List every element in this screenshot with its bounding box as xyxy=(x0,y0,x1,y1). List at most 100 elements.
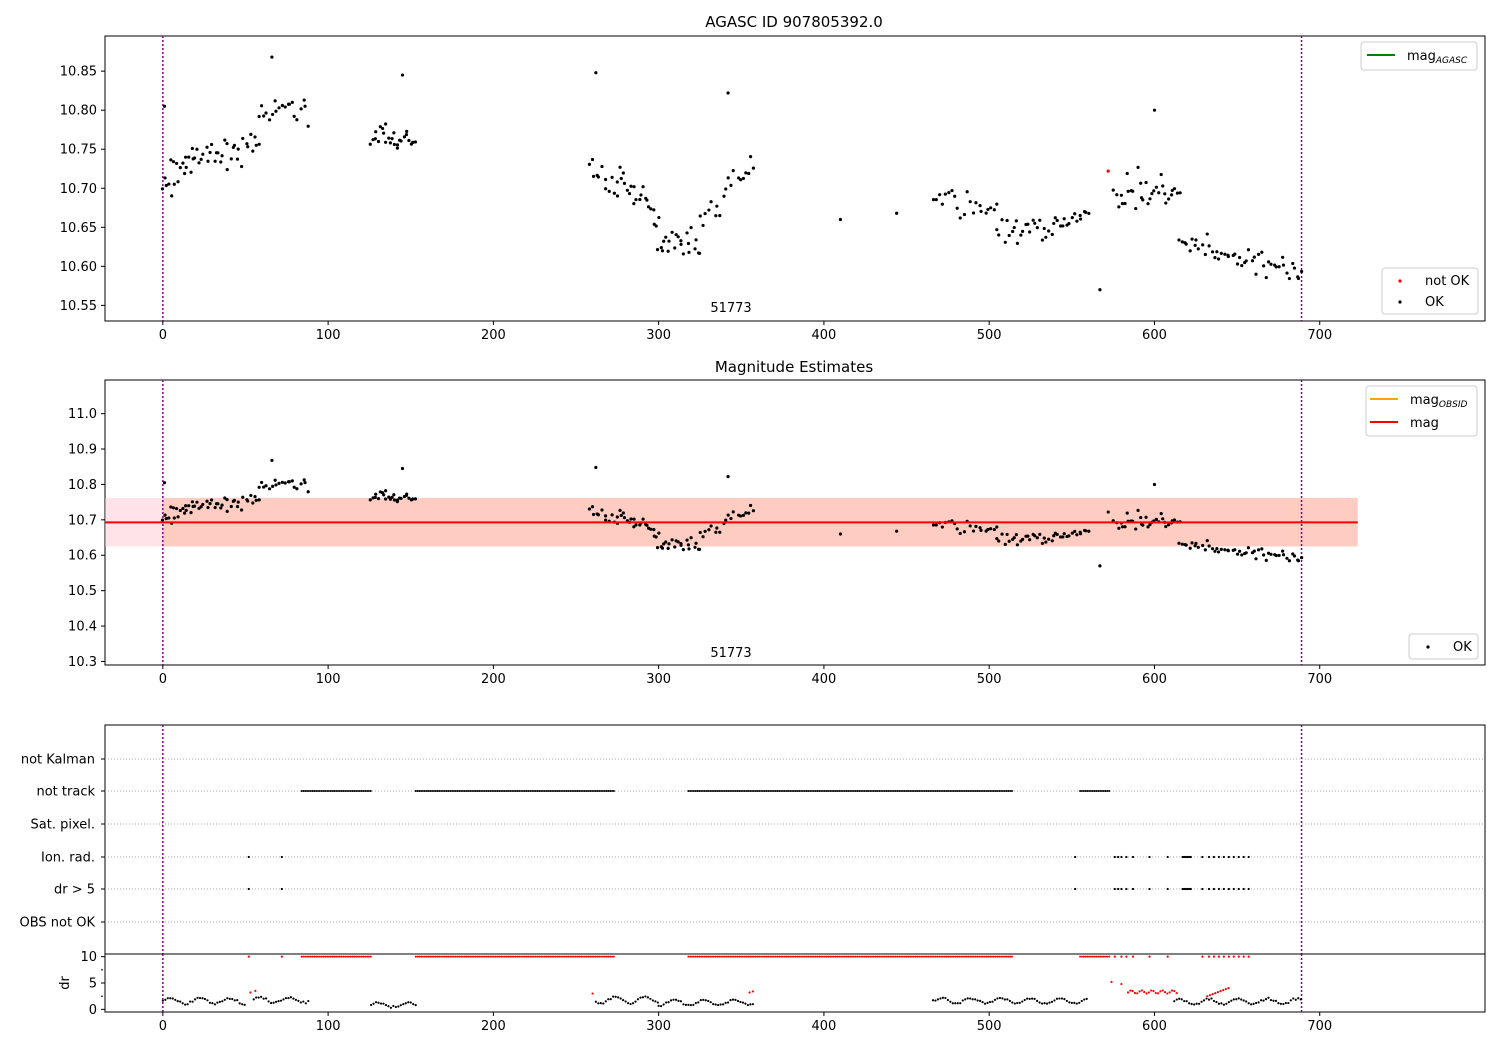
p4-dr-point xyxy=(704,999,707,1002)
p4-dr-capped xyxy=(992,955,995,958)
p4-dr-point xyxy=(272,1001,275,1004)
p4-dr-capped xyxy=(831,955,834,958)
p1-point-ok xyxy=(838,217,843,222)
p4-dr-point xyxy=(946,998,949,1002)
p1-point-ok xyxy=(687,250,691,254)
p4-dr-capped xyxy=(834,955,837,958)
p4-dr-point xyxy=(1063,998,1066,1001)
p3-flag-not-track xyxy=(996,790,999,792)
p4-dr-capped xyxy=(714,955,717,958)
p1-point-ok xyxy=(1163,192,1167,196)
p3-flag-not-track xyxy=(534,790,537,792)
p2-point-ok xyxy=(1144,515,1148,519)
p1-point-ok xyxy=(726,91,730,95)
p1-point-ok xyxy=(236,147,240,151)
p3-flag-not-track xyxy=(949,790,952,792)
p4-dr-point xyxy=(287,996,290,1000)
p3-flag-not-track xyxy=(322,790,325,792)
p1-point-ok xyxy=(709,200,713,204)
p3-flag-not-track xyxy=(892,790,895,792)
p3-flag-not-track xyxy=(883,790,886,792)
p2-point-ok xyxy=(260,480,264,485)
p4-dr-point-not-ok xyxy=(1156,992,1160,995)
p1-point-ok xyxy=(388,141,392,145)
p1-point-ok xyxy=(229,157,233,161)
p4-dr-capped xyxy=(421,955,424,958)
p3-flag-not-track xyxy=(783,790,786,792)
p4-dr-capped xyxy=(469,955,472,958)
p1-point-ok xyxy=(306,124,310,128)
p2-point-ok xyxy=(299,482,303,486)
p4-dr-capped xyxy=(792,955,795,958)
p1-point-ok xyxy=(639,193,643,197)
p2-point-ok xyxy=(1260,547,1264,551)
p4-dr-capped xyxy=(346,955,349,958)
p4-dr-capped xyxy=(891,955,894,958)
p4-dr-point xyxy=(731,998,735,1001)
p4-dr-capped xyxy=(1089,955,1092,958)
p1-point-ok xyxy=(1260,250,1264,254)
p2-point-ok xyxy=(1274,553,1278,558)
p3-flag-dr5 xyxy=(1166,887,1169,891)
p4-dr-capped xyxy=(327,955,330,958)
p3-flag-not-track xyxy=(315,790,318,792)
p3-flag-not-track xyxy=(798,790,801,792)
p4-dr-point xyxy=(1269,998,1273,1002)
p4-dr-capped xyxy=(529,955,532,958)
p1-point-ok xyxy=(374,130,378,134)
p4-dr-capped xyxy=(423,955,426,958)
p1-point-ok xyxy=(1207,244,1211,248)
p1-point-ok xyxy=(1262,264,1266,268)
p3-flag-not-track xyxy=(838,790,841,792)
p4-dr-capped xyxy=(829,955,832,958)
p3-flag-not-track xyxy=(364,790,367,792)
p2-point-ok xyxy=(1300,556,1304,560)
p2-point-ok xyxy=(254,498,258,502)
p4-dr-capped xyxy=(280,955,283,958)
p3-flag-not-track xyxy=(725,790,728,792)
p4-ytick-label-10: 10 xyxy=(80,950,97,965)
p2-point-ok xyxy=(621,511,625,515)
p4-dr-capped xyxy=(798,955,801,958)
p3-flag-not-track xyxy=(441,790,444,792)
p1-point-ok xyxy=(205,145,209,149)
p1-point-ok xyxy=(660,249,665,253)
p1-point-ok xyxy=(979,209,983,214)
p4-dr-capped xyxy=(431,955,434,958)
p4-dr-point xyxy=(660,1005,663,1008)
p4-dr-point xyxy=(722,1003,725,1006)
p3-flag-not-track xyxy=(434,790,437,792)
p4-dr-point xyxy=(241,1003,244,1006)
p2-point-ok xyxy=(1148,523,1152,527)
p1-point-ok xyxy=(1031,218,1035,222)
p1-point-ok xyxy=(632,185,636,189)
p3-flag-not-track xyxy=(916,790,919,792)
p3-flag-not-track xyxy=(576,790,579,792)
p4-dr-point xyxy=(988,1000,992,1004)
p3-flag-not-track xyxy=(738,790,741,792)
p2-point-ok xyxy=(686,543,691,547)
p3-flag-not-track xyxy=(991,790,994,792)
p4-dr-capped xyxy=(892,955,895,958)
p3-flag-not-track xyxy=(900,790,903,792)
p4-dr-point xyxy=(1264,998,1268,1001)
p3-flag-not-track xyxy=(425,790,428,792)
p4-dr-point xyxy=(409,1001,412,1004)
p3-flag-not-track xyxy=(592,790,595,792)
p4-dr-point xyxy=(1183,999,1186,1003)
p2-point-ok xyxy=(413,497,418,501)
p2-point-ok xyxy=(995,537,999,541)
p4-dr-capped xyxy=(721,955,724,958)
p4-dr-capped xyxy=(940,955,943,958)
p4-dr-point xyxy=(998,996,1002,1000)
p4-dr-capped xyxy=(725,955,728,958)
panel-2-legend-upper: magOBSID mag xyxy=(1365,385,1478,437)
p3-flag-not-track xyxy=(867,790,870,792)
p4-dr-point-not-ok xyxy=(1175,991,1178,995)
p2-point-ok xyxy=(399,496,403,501)
p2-point-ok xyxy=(1287,559,1292,563)
p2-point-ok xyxy=(220,503,224,507)
p3-flag-not-track xyxy=(836,790,839,792)
p1-point-ok xyxy=(223,138,227,142)
p2-point-ok xyxy=(968,524,972,528)
